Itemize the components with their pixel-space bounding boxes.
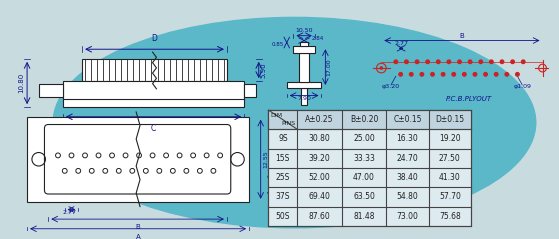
Text: 63.50: 63.50 xyxy=(353,192,375,201)
Circle shape xyxy=(415,60,419,64)
Bar xyxy=(268,110,471,226)
Circle shape xyxy=(484,73,487,76)
Text: 54.80: 54.80 xyxy=(396,192,418,201)
Circle shape xyxy=(380,67,383,70)
Circle shape xyxy=(399,73,402,76)
Circle shape xyxy=(442,73,445,76)
Text: A±0.25: A±0.25 xyxy=(305,115,334,124)
Circle shape xyxy=(479,60,482,64)
Text: C±0.15: C±0.15 xyxy=(393,115,421,124)
Bar xyxy=(268,110,471,129)
Circle shape xyxy=(452,73,456,76)
Circle shape xyxy=(505,73,509,76)
Circle shape xyxy=(426,60,429,64)
Text: 10.50: 10.50 xyxy=(295,28,313,33)
Text: 30.80: 30.80 xyxy=(309,135,330,143)
Circle shape xyxy=(437,60,440,64)
Circle shape xyxy=(458,60,461,64)
Text: 69.40: 69.40 xyxy=(309,192,330,201)
Text: 87.60: 87.60 xyxy=(309,212,330,221)
Text: 25S: 25S xyxy=(276,173,290,182)
Text: PINS: PINS xyxy=(281,121,295,126)
Circle shape xyxy=(468,60,472,64)
Circle shape xyxy=(511,60,514,64)
Circle shape xyxy=(473,73,477,76)
Bar xyxy=(300,42,308,46)
Text: 10.80: 10.80 xyxy=(18,73,24,93)
Text: 24.70: 24.70 xyxy=(396,154,418,163)
Text: 12.55: 12.55 xyxy=(263,150,268,168)
Bar xyxy=(244,84,256,98)
Ellipse shape xyxy=(53,17,536,228)
Text: 9S: 9S xyxy=(278,135,288,143)
Text: B: B xyxy=(459,33,465,39)
Text: 75.68: 75.68 xyxy=(439,212,461,221)
Circle shape xyxy=(405,60,408,64)
Text: 2.77: 2.77 xyxy=(394,41,408,46)
Text: D: D xyxy=(151,34,158,43)
Text: 27.50: 27.50 xyxy=(439,154,461,163)
Circle shape xyxy=(522,60,525,64)
Bar xyxy=(82,59,227,81)
Circle shape xyxy=(463,73,466,76)
Bar xyxy=(27,117,249,202)
Text: B: B xyxy=(135,224,140,230)
Text: 7.90: 7.90 xyxy=(297,96,311,101)
Text: P.C.B.PLYOUT: P.C.B.PLYOUT xyxy=(446,96,492,102)
Text: 73.00: 73.00 xyxy=(396,212,418,221)
Text: 50S: 50S xyxy=(276,212,290,221)
Text: C: C xyxy=(151,124,156,133)
Text: 19.20: 19.20 xyxy=(439,135,461,143)
Circle shape xyxy=(420,73,424,76)
Text: 57.70: 57.70 xyxy=(439,192,461,201)
Circle shape xyxy=(394,60,397,64)
Text: A: A xyxy=(136,234,140,239)
Text: 5.90: 5.90 xyxy=(260,62,267,78)
Text: 16.30: 16.30 xyxy=(396,135,418,143)
Circle shape xyxy=(410,73,413,76)
Text: 2.77: 2.77 xyxy=(63,210,77,215)
Bar xyxy=(63,99,244,107)
Text: 39.20: 39.20 xyxy=(309,154,330,163)
Text: DIM: DIM xyxy=(271,113,282,118)
Bar xyxy=(287,82,321,88)
Text: B±0.20: B±0.20 xyxy=(350,115,378,124)
Text: 15S: 15S xyxy=(276,154,290,163)
Bar xyxy=(63,81,244,100)
Text: 81.48: 81.48 xyxy=(353,212,375,221)
Text: 41.30: 41.30 xyxy=(439,173,461,182)
Circle shape xyxy=(516,73,519,76)
Text: D±0.15: D±0.15 xyxy=(435,115,465,124)
Text: 2.84: 2.84 xyxy=(312,36,324,41)
Bar xyxy=(301,88,307,105)
Circle shape xyxy=(495,73,498,76)
Bar xyxy=(299,53,309,82)
Text: 17.00: 17.00 xyxy=(326,58,331,76)
Circle shape xyxy=(431,73,434,76)
Text: 2.84: 2.84 xyxy=(273,178,278,192)
Text: 52.00: 52.00 xyxy=(309,173,330,182)
Bar xyxy=(39,84,63,98)
Circle shape xyxy=(490,60,493,64)
Text: 33.33: 33.33 xyxy=(353,154,375,163)
Text: φ1.09: φ1.09 xyxy=(513,84,531,89)
Text: 38.40: 38.40 xyxy=(396,173,418,182)
Text: 0.85: 0.85 xyxy=(272,42,284,47)
Text: φ3.20: φ3.20 xyxy=(382,84,400,89)
Circle shape xyxy=(500,60,504,64)
Text: 25.00: 25.00 xyxy=(353,135,375,143)
Bar xyxy=(293,46,315,53)
Text: 37S: 37S xyxy=(276,192,290,201)
Text: 47.00: 47.00 xyxy=(353,173,375,182)
Circle shape xyxy=(447,60,451,64)
